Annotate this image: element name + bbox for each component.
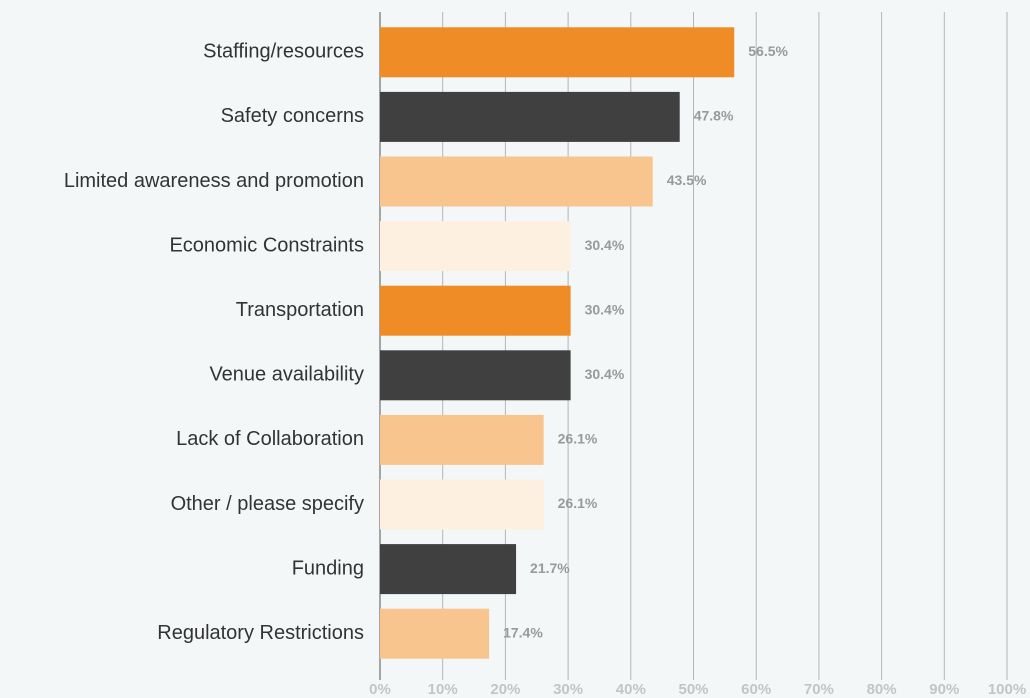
category-label: Staffing/resources (203, 41, 364, 63)
category-label: Lack of Collaboration (176, 428, 364, 450)
value-label: 47.8% (694, 108, 734, 124)
category-label: Transportation (236, 299, 364, 321)
x-tick-label: 70% (804, 681, 834, 698)
bar (380, 544, 517, 595)
category-label: Other / please specify (171, 493, 364, 515)
bar (380, 414, 544, 465)
category-label: Venue availability (209, 364, 364, 386)
x-tick-label: 50% (678, 681, 708, 698)
x-tick-label: 0% (369, 681, 391, 698)
category-label: Regulatory Restrictions (157, 622, 364, 644)
x-tick-label: 30% (553, 681, 583, 698)
category-label: Economic Constraints (169, 234, 364, 256)
bar (380, 350, 571, 401)
bar (380, 285, 571, 336)
value-label: 30.4% (585, 301, 625, 317)
bar (380, 91, 680, 142)
x-tick-label: 40% (616, 681, 646, 698)
x-tick-label: 20% (490, 681, 520, 698)
x-tick-label: 100% (988, 681, 1026, 698)
bar (380, 221, 571, 272)
x-tick-label: 80% (867, 681, 897, 698)
value-label: 26.1% (558, 495, 598, 511)
bar (380, 608, 490, 659)
value-label: 43.5% (667, 172, 707, 188)
value-label: 17.4% (503, 624, 543, 640)
bar (380, 156, 653, 207)
value-label: 30.4% (585, 366, 625, 382)
category-label: Limited awareness and promotion (64, 170, 364, 192)
value-label: 30.4% (585, 237, 625, 253)
bar (380, 27, 735, 78)
x-tick-label: 10% (428, 681, 458, 698)
value-label: 56.5% (748, 43, 788, 59)
value-label: 21.7% (530, 560, 570, 576)
value-label: 26.1% (558, 431, 598, 447)
category-label: Funding (292, 557, 364, 579)
x-tick-label: 90% (929, 681, 959, 698)
bar (380, 479, 544, 530)
category-label: Safety concerns (221, 105, 364, 127)
x-tick-label: 60% (741, 681, 771, 698)
